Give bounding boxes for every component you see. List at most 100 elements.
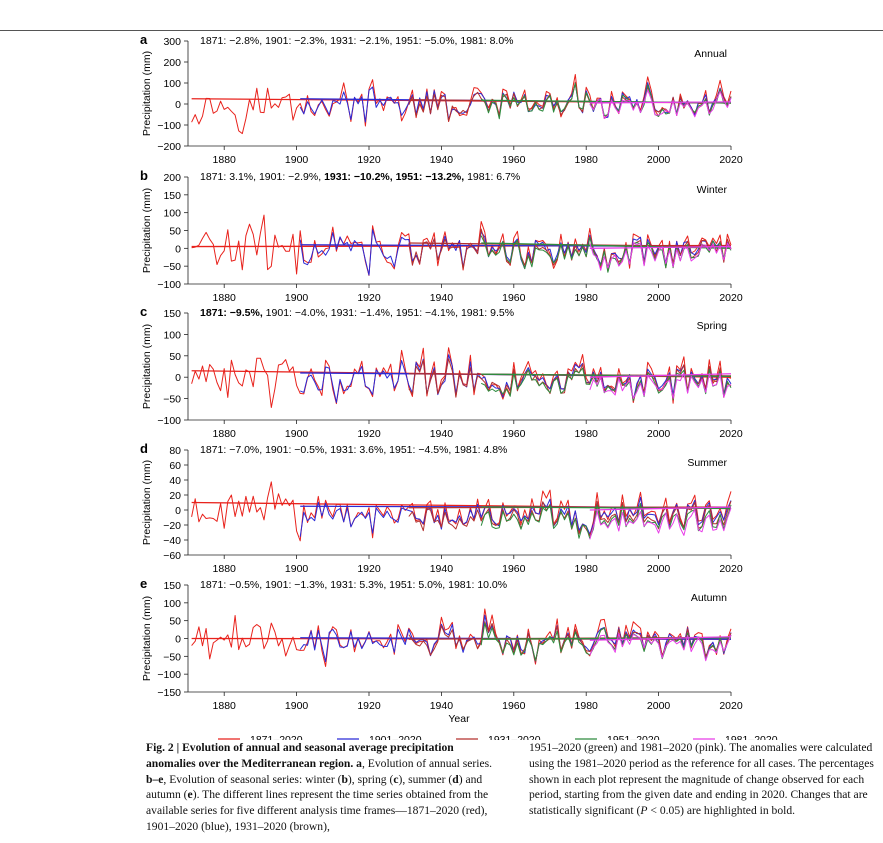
y-tick-label: −40	[163, 535, 181, 547]
y-tick-label: −100	[157, 669, 181, 681]
x-tick-label: 1900	[285, 428, 309, 440]
x-tick-label: 1920	[357, 700, 381, 712]
caption-e-ref: e	[187, 788, 193, 802]
trend-value: 1931: 3.6%,	[330, 444, 389, 456]
y-tick-label: 150	[163, 190, 181, 202]
top-rule	[0, 30, 883, 31]
trend-value: 1871: −0.5%,	[200, 579, 265, 591]
legend-label: 1981–2020	[725, 734, 778, 740]
y-tick-label: 20	[169, 490, 181, 502]
trend-value: 1951: −13.2%,	[396, 171, 468, 183]
trend-value: 1981: 9.5%	[461, 307, 514, 319]
x-tick-label: 1920	[357, 563, 381, 575]
x-tick-label: 1920	[357, 428, 381, 440]
trend-line-1951	[481, 373, 732, 377]
trend-summary: 1871: −2.8%, 1901: −2.3%, 1931: −2.1%, 1…	[200, 35, 514, 47]
y-tick-label: 0	[175, 505, 181, 517]
caption-right-column: 1951–2020 (green) and 1981–2020 (pink). …	[529, 740, 881, 819]
chart-panel-c: c 150 100 50 0 −50 −100 1880 1900 1920 1940 1960 198…	[140, 304, 743, 440]
panel-letter-b: b	[140, 168, 148, 183]
x-tick-label: 1920	[357, 154, 381, 166]
caption-c-ref: c	[393, 772, 399, 786]
x-tick-label: 1980	[575, 428, 599, 440]
x-tick-label: 1880	[213, 700, 237, 712]
trend-summary: 1871: −9.5%, 1901: −4.0%, 1931: −1.4%, 1…	[200, 307, 514, 319]
x-tick-label: 1880	[213, 563, 237, 575]
caption-right-text-2: < 0.05) are highlighted in bold.	[647, 804, 796, 818]
trend-value: 1871: 3.1%,	[200, 171, 259, 183]
legend-label: 1931–2020	[488, 734, 541, 740]
x-tick-label: 2000	[647, 154, 671, 166]
x-tick-label: 1880	[213, 292, 237, 304]
series-line-1981	[589, 507, 732, 540]
x-tick-label: 1900	[285, 292, 309, 304]
trend-summary: 1871: −7.0%, 1901: −0.5%, 1931: 3.6%, 19…	[200, 444, 507, 456]
x-tick-label: 1940	[430, 428, 454, 440]
y-tick-label: 200	[163, 172, 181, 184]
y-tick-label: 100	[163, 598, 181, 610]
y-axis-label: Precipitation (mm)	[141, 188, 153, 273]
trend-value: 1981: 8.0%	[460, 35, 513, 47]
x-tick-label: 1940	[430, 292, 454, 304]
x-tick-label: 1940	[430, 700, 454, 712]
chart-panel-a: a 300 200 100 0 −100 −200 1880 1900 1920 1940 1960 1…	[140, 32, 743, 166]
x-tick-label: 1920	[357, 292, 381, 304]
y-tick-label: −60	[163, 550, 181, 562]
series-line-1981	[589, 633, 732, 662]
caption-be-label: b–e	[146, 772, 164, 786]
chart-panel-b: b 200 150 100 50 0 −50 −100 1880 1900 1920 1940 1960…	[140, 168, 743, 304]
trend-value: 1931: −1.4%,	[331, 307, 396, 319]
trend-value: 1951: −5.0%,	[395, 35, 460, 47]
x-tick-label: 1960	[502, 700, 526, 712]
panel-letter-c: c	[140, 304, 147, 319]
x-tick-label: 1980	[575, 563, 599, 575]
trend-value: 1981: 10.0%	[448, 579, 507, 591]
trend-value: 1901: −1.3%,	[265, 579, 330, 591]
y-tick-label: 0	[175, 243, 181, 255]
legend-item: 1901–2020	[337, 734, 422, 740]
panel-title-annual: Annual	[694, 48, 727, 60]
y-tick-label: 200	[163, 57, 181, 69]
x-tick-label: 1940	[430, 154, 454, 166]
x-tick-label: 1880	[213, 428, 237, 440]
x-tick-label: 1960	[502, 428, 526, 440]
trend-line-1981	[589, 373, 732, 378]
caption-a-text: , Evolution of annual series.	[361, 756, 493, 770]
x-tick-label: 1880	[213, 154, 237, 166]
x-tick-label: 1960	[502, 292, 526, 304]
caption-a-label: a	[353, 756, 362, 770]
series-line-1981	[589, 89, 732, 119]
trend-line-1981	[589, 245, 732, 249]
panel-letter-e: e	[140, 576, 147, 591]
trend-value: 1931: 5.3%,	[330, 579, 389, 591]
trend-value: 1931: −2.1%,	[330, 35, 395, 47]
y-tick-label: 300	[163, 36, 181, 48]
y-tick-label: −100	[157, 120, 181, 132]
y-tick-label: −50	[163, 651, 181, 663]
x-tick-label: 2020	[719, 700, 743, 712]
series-line-1871	[191, 481, 732, 542]
trend-value: 1901: −0.5%,	[265, 444, 330, 456]
panel-title-winter: Winter	[697, 184, 728, 196]
chart-panel-e: e 150 100 50 0 −50 −100 −150 1880 1900 1920 1940 196…	[140, 576, 743, 712]
y-tick-label: 100	[163, 78, 181, 90]
y-tick-label: 50	[169, 226, 181, 238]
trend-value: 1901: −2.9%,	[259, 171, 324, 183]
x-tick-label: 1900	[285, 154, 309, 166]
y-tick-label: 0	[175, 634, 181, 646]
series-line-1871	[191, 608, 732, 667]
trend-value: 1871: −9.5%,	[200, 307, 266, 319]
y-tick-label: 50	[169, 616, 181, 628]
caption-title: Evolution of annual and seasonal average…	[146, 741, 454, 770]
y-tick-label: 40	[169, 475, 181, 487]
trend-value: 1951: −4.1%,	[396, 307, 461, 319]
trend-value: 1951: 5.0%,	[389, 579, 448, 591]
caption-fig-label: Fig. 2	[146, 741, 174, 754]
y-axis-label: Precipitation (mm)	[141, 596, 153, 681]
trend-value: 1931: −10.2%,	[324, 171, 396, 183]
series-line-1951	[480, 622, 732, 661]
x-tick-label: 2020	[719, 428, 743, 440]
x-tick-label: 1900	[285, 700, 309, 712]
y-tick-label: 100	[163, 329, 181, 341]
